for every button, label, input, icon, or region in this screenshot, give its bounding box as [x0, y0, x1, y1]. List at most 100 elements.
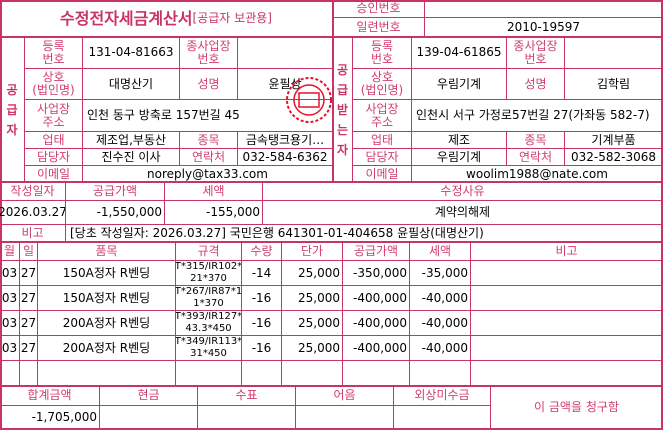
summary-value: 2026.03.27 — [0, 201, 66, 225]
item-cell: 25,000 — [282, 261, 343, 286]
totals-value — [296, 406, 394, 430]
approval-value — [425, 0, 663, 18]
totals-value: -1,705,000 — [0, 406, 100, 430]
summary-value: 계약의해제 — [263, 201, 663, 225]
ceo-label: 성명 — [507, 69, 565, 100]
totals-header: 현금 — [100, 386, 198, 406]
item-cell — [471, 286, 663, 311]
section-divider — [332, 0, 334, 183]
items-header: 규격 — [176, 242, 242, 261]
totals-value — [394, 406, 491, 430]
item-cell — [38, 361, 176, 386]
type-label: 업태 — [25, 132, 83, 149]
section-divider — [0, 385, 663, 387]
supplier-business-item: 금속탱크용기… — [238, 132, 333, 149]
addr-label: 사업장 주소 — [353, 100, 412, 132]
item-cell: 03 — [0, 286, 20, 311]
person-label: 담당자 — [353, 149, 412, 166]
item-cell — [176, 361, 242, 386]
summary-header: 수정사유 — [263, 183, 663, 201]
buyer-phone: 032-582-3068 — [565, 149, 663, 166]
ceo-label: 성명 — [180, 69, 238, 100]
person-label: 담당자 — [25, 149, 83, 166]
buyer-business-type: 제조 — [412, 132, 507, 149]
note-value: [당초 작성일자: 2026.03.27] 국민은행 641301-01-404… — [66, 225, 663, 242]
summary-header: 공급가액 — [66, 183, 165, 201]
item-cell: -35,000 — [410, 261, 471, 286]
page-title: 수정전자세금계산서 — [60, 8, 193, 28]
item-cell — [343, 361, 410, 386]
seal-stamp — [286, 77, 332, 123]
item-cell: 27 — [20, 286, 38, 311]
buyer-ceo-name: 김학림 — [565, 69, 663, 100]
buyer-address: 인천시 서구 가정로57번길 27(가좌동 582-7) — [412, 100, 663, 132]
items-header: 품목 — [38, 242, 176, 261]
item-cell: 9T*315/IR102*2 21*370 — [176, 261, 242, 286]
item-cell: -16 — [242, 311, 282, 336]
item-cell — [242, 361, 282, 386]
supplier-address: 인천 동구 방축로 157번길 45 — [83, 100, 333, 132]
subreg-label: 종사업장 번호 — [507, 37, 565, 69]
item-cell: -400,000 — [343, 311, 410, 336]
items-header: 월 — [0, 242, 20, 261]
item-cell: 200A정자 R벤딩 — [38, 336, 176, 361]
supplier-side-label: 공 급 자 — [0, 37, 25, 183]
item-cell: -40,000 — [410, 286, 471, 311]
item-cell: 25,000 — [282, 286, 343, 311]
supplier-subreg-number — [238, 37, 333, 69]
summary-value: -155,000 — [165, 201, 263, 225]
item-cell: 150A정자 R벤딩 — [38, 261, 176, 286]
item-cell — [410, 361, 471, 386]
item-cell: -350,000 — [343, 261, 410, 286]
supplier-company-name: 대명산기 — [83, 69, 180, 100]
item-cell: -40,000 — [410, 336, 471, 361]
items-header: 일 — [20, 242, 38, 261]
item-cell — [0, 361, 20, 386]
item-label: 종목 — [507, 132, 565, 149]
serial-label: 일련번호 — [333, 18, 425, 37]
totals-header: 외상미수금 — [394, 386, 491, 406]
item-cell: -14 — [242, 261, 282, 286]
item-cell: 27 — [20, 311, 38, 336]
claim-text: 이 금액을 청구함 — [491, 386, 663, 430]
item-cell — [471, 336, 663, 361]
item-cell: 27 — [20, 261, 38, 286]
supplier-phone: 032-584-6362 — [238, 149, 333, 166]
buyer-subreg-number — [565, 37, 663, 69]
item-cell: 25,000 — [282, 336, 343, 361]
reg-label: 등록 번호 — [353, 37, 412, 69]
item-cell: 27 — [20, 336, 38, 361]
supplier-reg-number: 131-04-81663 — [83, 37, 180, 69]
buyer-company-name: 우림기계 — [412, 69, 507, 100]
totals-header: 어음 — [296, 386, 394, 406]
items-header: 세액 — [410, 242, 471, 261]
item-cell — [20, 361, 38, 386]
item-cell: 200A정자 R벤딩 — [38, 311, 176, 336]
contact-label: 연락처 — [180, 149, 238, 166]
totals-value — [198, 406, 296, 430]
addr-label: 사업장 주소 — [25, 100, 83, 132]
item-cell: -400,000 — [343, 336, 410, 361]
item-cell: 03 — [0, 336, 20, 361]
item-cell: -400,000 — [343, 286, 410, 311]
item-cell: 150A정자 R벤딩 — [38, 286, 176, 311]
item-cell: 03 — [0, 311, 20, 336]
totals-header: 합계금액 — [0, 386, 100, 406]
items-header: 수량 — [242, 242, 282, 261]
items-header: 비고 — [471, 242, 663, 261]
item-cell — [471, 361, 663, 386]
item-cell: -40,000 — [410, 311, 471, 336]
item-cell — [471, 261, 663, 286]
item-cell — [282, 361, 343, 386]
items-header: 공급가액 — [343, 242, 410, 261]
buyer-reg-number: 139-04-61865 — [412, 37, 507, 69]
approval-label: 승인번호 — [333, 0, 425, 18]
item-cell: -16 — [242, 336, 282, 361]
buyer-contact-person: 우림기계 — [412, 149, 507, 166]
buyer-side-label: 공 급 받 는 자 — [333, 37, 353, 183]
subreg-label: 종사업장 번호 — [180, 37, 238, 69]
note-label: 비고 — [0, 225, 66, 242]
item-cell — [471, 311, 663, 336]
item-cell: 9T*393/IR127*2 43.3*450 — [176, 311, 242, 336]
item-cell: 03 — [0, 261, 20, 286]
